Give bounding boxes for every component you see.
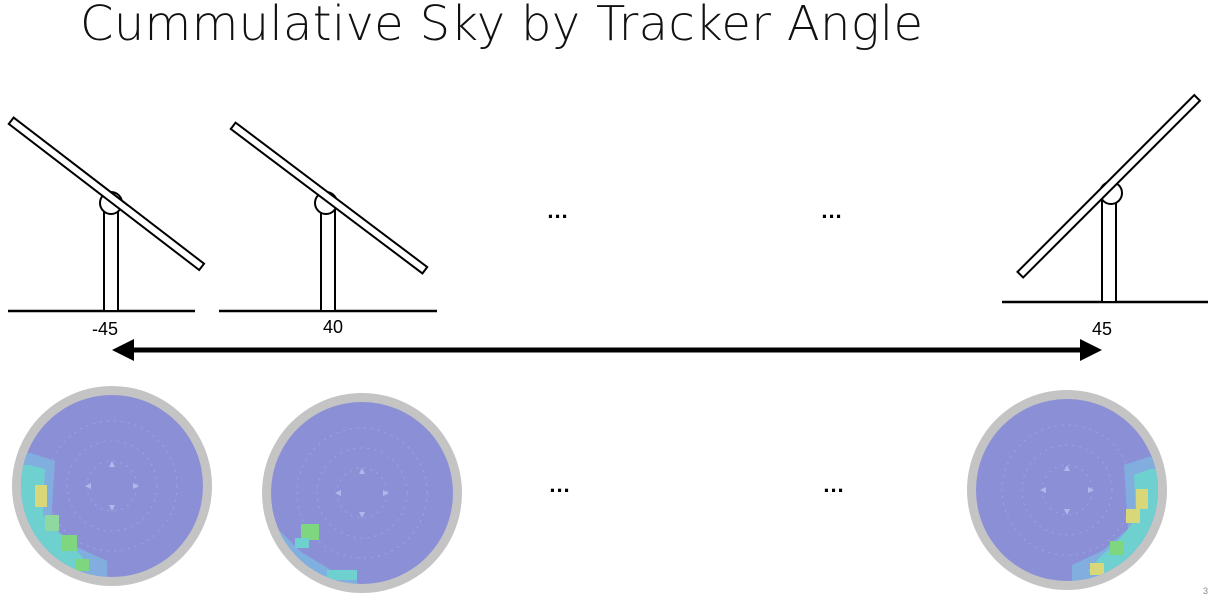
ellipsis-top-1: ...: [547, 198, 569, 223]
ellipsis-bottom-2: ...: [823, 472, 845, 497]
ellipsis-bottom-1: ...: [549, 472, 571, 497]
tracker-diagram-right: [1002, 93, 1208, 304]
tracker-angle-label-middle: 40: [322, 317, 344, 337]
solar-panel: [229, 121, 429, 275]
solar-panel: [7, 116, 206, 272]
page-number: 3: [1202, 586, 1208, 596]
tracker-diagram-left: [7, 116, 206, 313]
sky-dome-right: [967, 390, 1167, 590]
tracker-post: [1101, 195, 1117, 303]
solar-panel: [1016, 93, 1202, 279]
ellipsis-top-2: ...: [821, 198, 843, 223]
sky-dome-left: [12, 386, 212, 586]
tracker-diagram-middle: [219, 121, 437, 313]
tracker-post: [103, 204, 119, 312]
angle-range-arrow: [112, 339, 1102, 361]
page-title: Cummulative Sky by Tracker Angle: [80, 0, 924, 52]
sky-dome-middle: [262, 393, 462, 593]
tracker-angle-label-left: -45: [91, 319, 119, 339]
tracker-angle-label-right: 45: [1091, 319, 1113, 339]
tracker-post: [320, 204, 336, 312]
